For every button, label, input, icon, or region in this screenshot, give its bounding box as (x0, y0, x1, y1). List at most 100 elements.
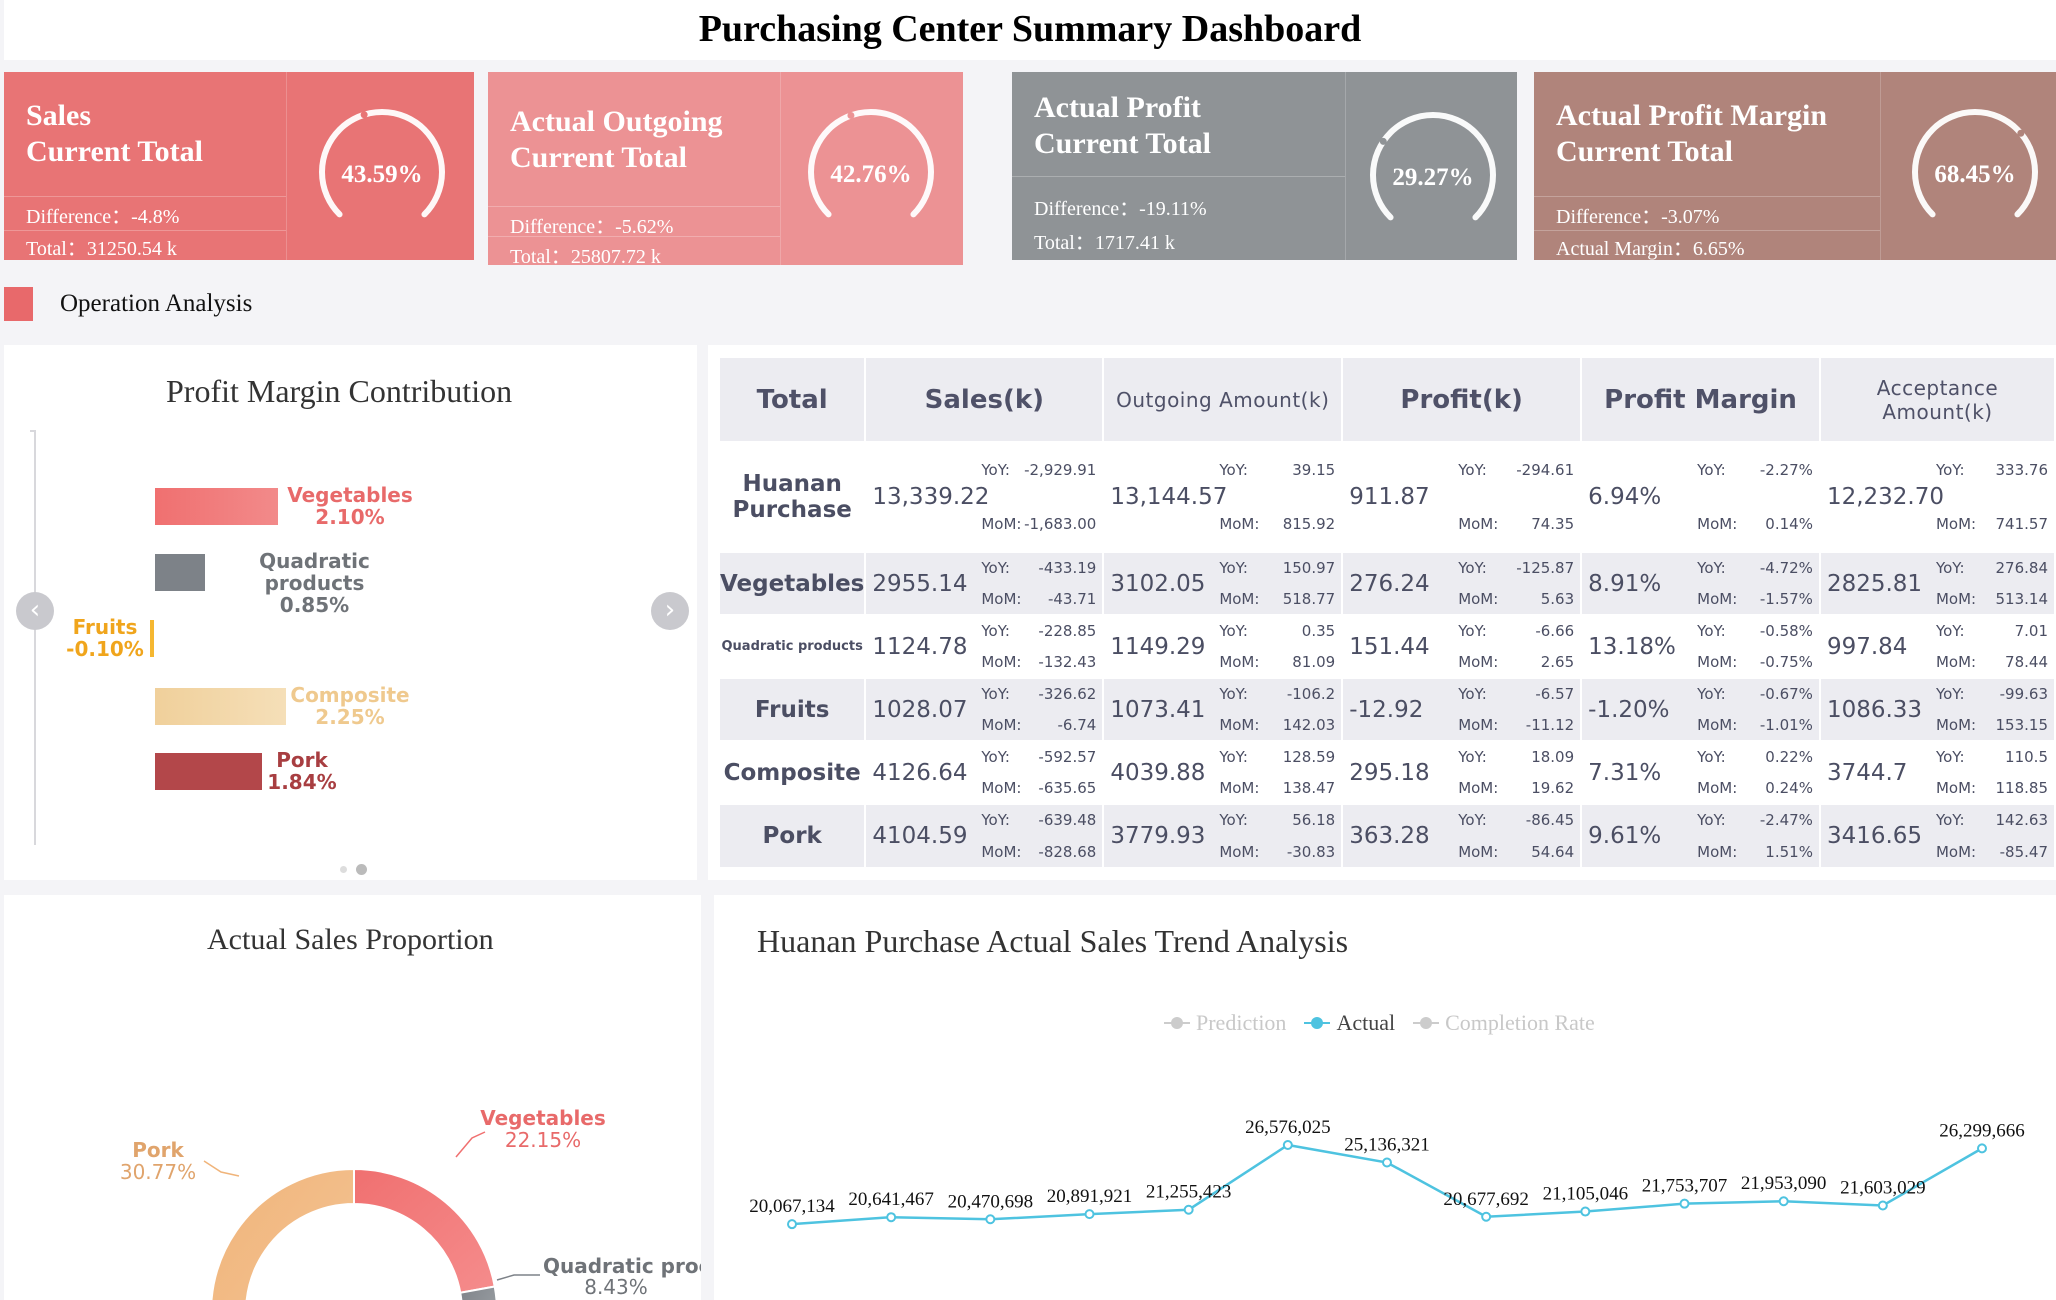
mom-label: MoM: (981, 515, 1022, 533)
carousel-dot[interactable] (340, 866, 347, 873)
column-header[interactable]: Outgoing Amount(k) (1103, 358, 1344, 442)
data-label: 20,891,921 (1047, 1186, 1133, 1207)
mom-value: -11.12 (1525, 716, 1575, 734)
data-label: 21,953,090 (1741, 1173, 1827, 1194)
mom-label: MoM: (1458, 590, 1499, 608)
mom-label: MoM: (1219, 515, 1260, 533)
cell-value: 7.31% (1588, 759, 1662, 786)
yoy-value: 110.5 (2005, 748, 2048, 766)
bar-pork[interactable] (155, 753, 262, 790)
page-title: Purchasing Center Summary Dashboard (698, 8, 1362, 50)
bar-fruits[interactable] (150, 620, 154, 657)
mom-value: -85.47 (1999, 843, 2048, 861)
data-label: 20,641,467 (848, 1189, 934, 1210)
data-point[interactable] (1481, 1211, 1492, 1222)
yoy-label: YoY: (981, 461, 1010, 479)
cell-value: 13,339.22 (872, 484, 990, 510)
yoy-value: -639.48 (1038, 811, 1097, 829)
mom-value: 81.09 (1292, 653, 1336, 671)
yoy-label: YoY: (1697, 685, 1726, 703)
table-row[interactable]: Fruits 1028.07 YoY: -326.62 MoM: -6.74 1… (720, 677, 2056, 741)
table-cell: 3779.93 YoY: 56.18 MoM: -30.83 (1103, 803, 1344, 867)
carousel-prev-button[interactable]: ‹ (16, 592, 54, 630)
table-row[interactable]: Quadratic products 1124.78 YoY: -228.85 … (720, 614, 2056, 678)
column-header[interactable]: Profit(k) (1342, 358, 1583, 442)
yoy-label: YoY: (1458, 461, 1487, 479)
column-header[interactable]: Profit Margin (1581, 358, 1821, 442)
mom-label: MoM: (1219, 843, 1260, 861)
data-point[interactable] (1580, 1206, 1591, 1217)
donut-chart: Vegetables 22.15% Quadratic proc 8.43% P… (120, 1106, 701, 1300)
table-cell: 13,339.22 YoY: -2,929.91 MoM: -1,683.00 (865, 441, 1105, 552)
bar-quadratic-products[interactable] (155, 554, 205, 591)
mom-label: MoM: (1935, 590, 1977, 608)
slice-vegetables[interactable] (353, 1167, 496, 1294)
table-cell: 2955.14 YoY: -433.19 MoM: -43.71 (865, 551, 1105, 615)
data-point[interactable] (886, 1212, 897, 1223)
data-label: 21,255,423 (1146, 1182, 1232, 1203)
data-point[interactable] (1282, 1140, 1293, 1150)
legend-item-prediction[interactable]: Prediction (1164, 1010, 1286, 1036)
mom-label: MoM: (1935, 779, 1977, 797)
cell-value: 1073.41 (1110, 696, 1206, 723)
table-row[interactable]: Huanan Purchase 13,339.22 YoY: -2,929.91… (720, 441, 2056, 552)
mom-label: MoM: (1219, 716, 1260, 734)
data-label: 26,576,025 (1245, 1117, 1331, 1138)
chart-title: Huanan Purchase Actual Sales Trend Analy… (757, 923, 1349, 959)
data-point[interactable] (1977, 1143, 1987, 1154)
kpi-title: Actual Profit Margin Current Total (1556, 99, 1828, 168)
column-header[interactable]: Acceptance Amount(k) (1819, 358, 2056, 442)
data-point[interactable] (1382, 1157, 1392, 1168)
kpi-card-actual-profit-margin: Actual Profit Margin Current Total Differ… (1534, 72, 2056, 260)
cell-value: 8.91% (1588, 570, 1662, 597)
yoy-value: -4.72% (1759, 559, 1813, 577)
cell-value: 1086.33 (1826, 696, 1923, 723)
data-point[interactable] (1084, 1209, 1095, 1220)
bar-composite[interactable] (155, 688, 286, 725)
data-point[interactable] (1679, 1198, 1690, 1209)
data-point[interactable] (787, 1219, 797, 1230)
table-row[interactable]: Vegetables 2955.14 YoY: -433.19 MoM: -43… (720, 551, 2056, 615)
slice-quadratic[interactable] (455, 1285, 498, 1300)
mom-value: 518.77 (1282, 590, 1336, 608)
section-header: Operation Analysis (4, 286, 252, 322)
legend-item-actual[interactable]: Actual (1304, 1010, 1395, 1036)
slice-pork[interactable] (210, 1167, 355, 1300)
carousel-next-button[interactable]: › (651, 592, 689, 630)
data-point[interactable] (1183, 1204, 1194, 1215)
table-cell: 1124.78 YoY: -228.85 MoM: -132.43 (865, 614, 1105, 678)
table-row[interactable]: Composite 4126.64 YoY: -592.57 MoM: -635… (720, 740, 2056, 804)
legend-item-completion-rate[interactable]: Completion Rate (1413, 1010, 1595, 1036)
mom-value: 138.47 (1282, 779, 1336, 797)
column-header[interactable]: Total (720, 358, 867, 442)
table-cell: 997.84 YoY: 7.01 MoM: 78.44 (1819, 614, 2056, 678)
mom-label: MoM: (1458, 515, 1499, 533)
data-point[interactable] (1877, 1200, 1888, 1211)
data-point[interactable] (1778, 1196, 1789, 1207)
table-cell: 3744.7 YoY: 110.5 MoM: 118.85 (1819, 740, 2056, 804)
metrics-table: Total Sales(k) Outgoing Amount(k) Profit… (720, 358, 2056, 867)
gauge-indicator (2017, 129, 2025, 137)
kpi-gauge: 42.76% (808, 109, 934, 218)
table-cell: 4126.64 YoY: -592.57 MoM: -635.65 (865, 740, 1105, 804)
row-name: Huanan Purchase (720, 441, 867, 552)
cell-value: 363.28 (1349, 823, 1430, 849)
bar-vegetables[interactable] (155, 488, 278, 525)
table-cell: 295.18 YoY: 18.09 MoM: 19.62 (1342, 740, 1583, 804)
cell-value: 1149.29 (1110, 633, 1206, 660)
yoy-value: -433.19 (1038, 559, 1097, 577)
mom-label: MoM: (1458, 653, 1499, 671)
data-point[interactable] (985, 1214, 996, 1225)
gauge-indicator (1379, 137, 1387, 145)
table-cell: 3416.65 YoY: 142.63 MoM: -85.47 (1819, 803, 2056, 867)
gauge-arc (1912, 109, 2038, 218)
cell-value: 3744.7 (1826, 759, 1908, 786)
column-header[interactable]: Sales(k) (865, 358, 1105, 442)
carousel-dot-active[interactable] (356, 864, 367, 875)
yoy-label: YoY: (1935, 622, 1965, 640)
yoy-label: YoY: (1697, 461, 1726, 479)
kpi-total: Total：1717.41 k (1034, 232, 1175, 254)
table-row[interactable]: Pork 4104.59 YoY: -639.48 MoM: -828.68 3… (720, 803, 2056, 867)
mom-label: MoM: (1697, 716, 1738, 734)
yoy-label: YoY: (981, 559, 1010, 577)
